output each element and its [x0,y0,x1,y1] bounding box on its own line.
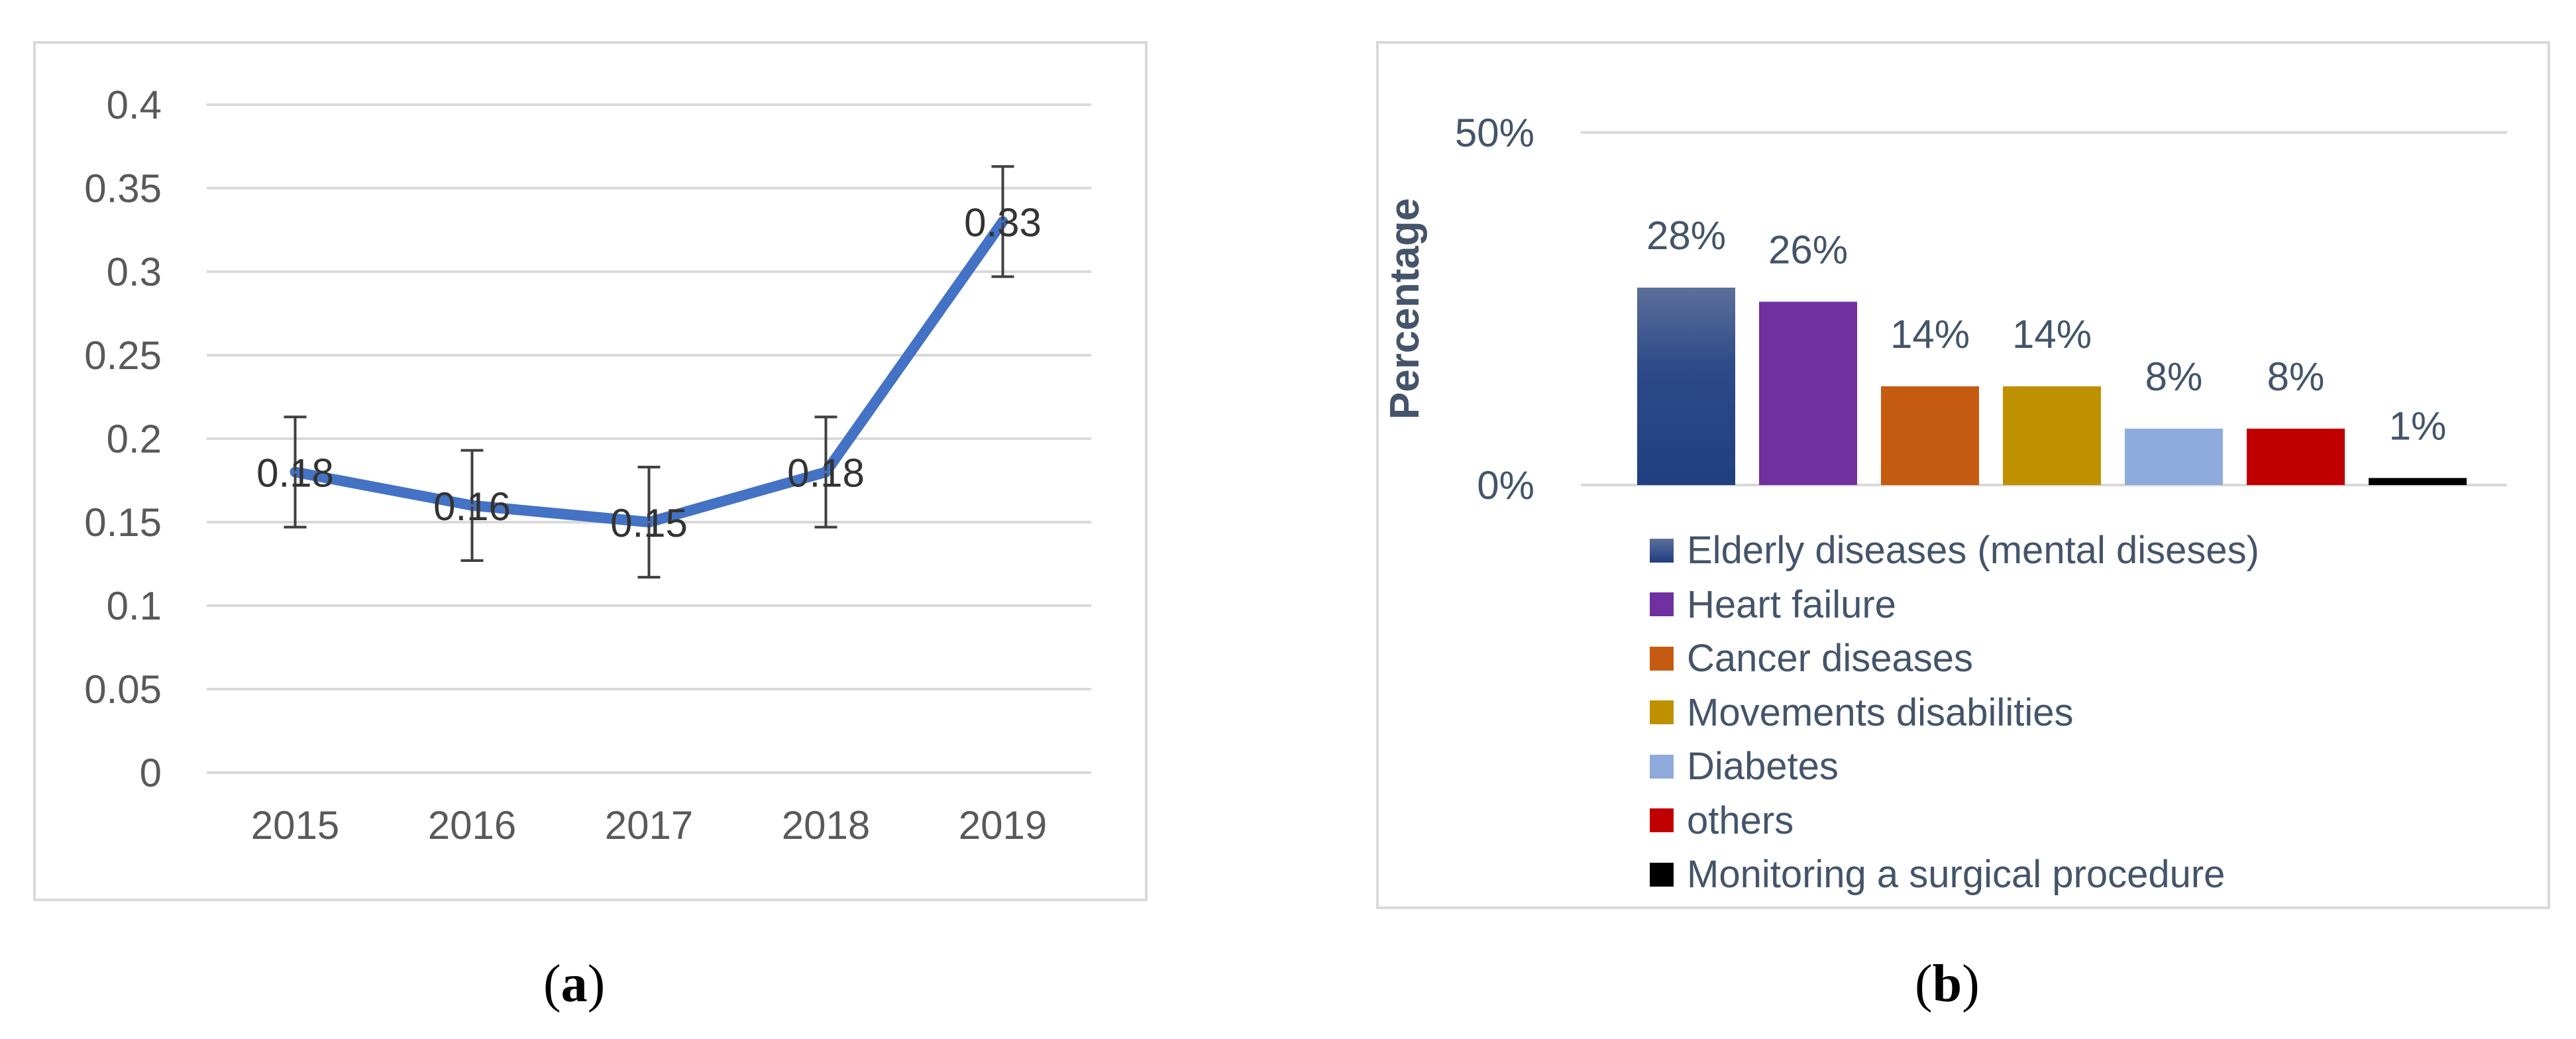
y-tick-label: 0.4 [107,83,162,127]
data-label: 0.33 [964,200,1042,245]
legend-swatch [1650,700,1674,725]
data-point [294,470,297,474]
caption-b-letter: b [1932,955,1962,1013]
bar-data-label: 28% [1646,213,1726,258]
y-tick-label: 0.05 [84,667,162,712]
legend-label: Monitoring a surgical procedure [1687,853,2226,897]
x-tick-label: 2016 [428,803,516,848]
data-point [1001,220,1004,223]
bar-4 [2125,428,2223,485]
legend-swatch [1650,538,1674,563]
bar-chart-svg: 0% 50% Percentage 28% 26% 14% 14% 8% 8% 1% [1382,111,2507,508]
legend-label: Elderly diseases (mental diseses) [1687,529,2259,573]
legend-swatch [1650,592,1674,617]
bar-3 [2003,386,2101,485]
legend-swatch [1650,862,1674,887]
legend-item: Monitoring a surgical procedure [1650,848,2259,902]
y-tick-label: 0.25 [84,333,162,378]
legend-label: Cancer diseases [1687,637,1973,681]
legend-item: Elderly diseases (mental diseses) [1650,523,2259,578]
y-tick-label: 0.1 [107,584,162,628]
x-tick-label: 2018 [782,803,870,848]
legend-item: Cancer diseases [1650,631,2259,686]
caption-a-letter: a [561,955,588,1013]
y-tick-label: 0.15 [84,500,162,545]
caption-a: (a) [543,955,606,1013]
legend-item: Heart failure [1650,578,2259,632]
bar-chart-legend: Elderly diseases (mental diseses) Heart f… [1650,523,2259,902]
legend-label: others [1687,798,1794,842]
legend-label: Movements disabilities [1687,690,2074,734]
y-tick-label: 50% [1455,111,1534,155]
bar-data-label: 26% [1768,227,1848,272]
y-tick-label: 0 [140,751,162,795]
bar-5 [2247,428,2345,485]
legend-item: Diabetes [1650,739,2259,794]
legend-swatch [1650,646,1674,671]
data-label: 0.15 [610,501,688,545]
data-label: 0.18 [787,451,865,495]
chart-panel-b: 0% 50% Percentage 28% 26% 14% 14% 8% 8% 1% [1376,41,2550,909]
bar-data-label: 8% [2145,355,2203,399]
data-label: 0.18 [256,451,334,495]
legend-item: Movements disabilities [1650,686,2259,740]
bar-data-label: 14% [1890,312,1970,356]
line-chart-svg: 0 0.05 0.1 0.15 0.2 0.25 0.3 0.35 0.4 2015 2016 201… [84,83,1091,848]
bar-2 [1881,386,1979,485]
bar-data-label: 14% [2012,312,2092,356]
x-tick-label: 2019 [959,803,1047,848]
y-tick-label: 0.3 [107,250,162,294]
data-label: 0.16 [433,484,511,529]
y-axis-label: Percentage [1382,198,1428,419]
bar-0 [1637,288,1735,485]
data-point [824,470,828,474]
y-tick-label: 0.2 [107,417,162,461]
bar-6 [2369,478,2467,485]
legend-label: Heart failure [1687,582,1896,626]
legend-swatch [1650,754,1674,779]
x-tick-label: 2017 [605,803,693,848]
legend-item: others [1650,794,2259,848]
bar-1 [1759,301,1857,485]
legend-swatch [1650,808,1674,833]
x-tick-label: 2015 [251,803,339,848]
data-point [647,521,651,523]
caption-b: (b) [1915,955,1980,1013]
legend-label: Diabetes [1687,745,1839,789]
bar-data-label: 8% [2267,355,2325,399]
chart-panel-a: 0 0.05 0.1 0.15 0.2 0.25 0.3 0.35 0.4 2015 2016 201… [33,41,1148,901]
y-tick-label: 0.35 [84,166,162,211]
bar-data-label: 1% [2389,404,2447,448]
y-tick-label: 0% [1477,463,1534,508]
data-point [470,504,474,507]
